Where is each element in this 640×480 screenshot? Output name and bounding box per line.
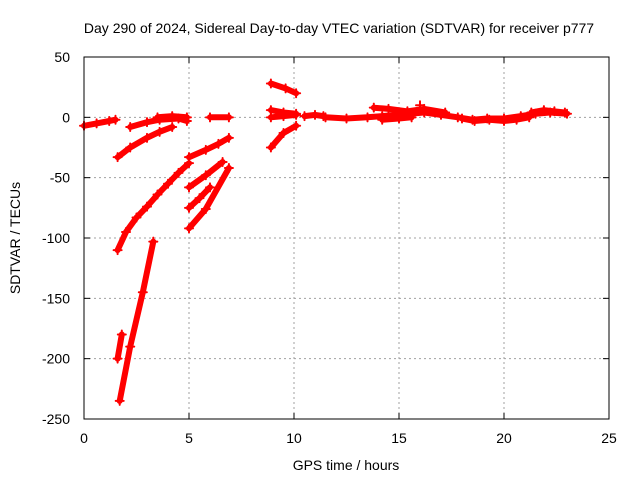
data-arc xyxy=(415,100,425,111)
data-arc xyxy=(377,112,417,125)
axis-ticks xyxy=(83,56,610,420)
data-arc xyxy=(265,78,302,99)
data-line xyxy=(116,238,157,404)
y-tick-label: -200 xyxy=(42,351,70,367)
data-arc xyxy=(265,109,302,123)
data-arc xyxy=(184,163,234,234)
x-tick-label: 5 xyxy=(185,430,193,446)
data-arc xyxy=(457,112,535,126)
data-arc xyxy=(526,105,570,118)
data-arc xyxy=(265,120,302,153)
data-line xyxy=(114,160,192,254)
data-arc xyxy=(152,111,192,123)
data-line xyxy=(186,134,232,161)
data-arc xyxy=(184,182,215,213)
y-axis-label: SDTVAR / TECUs xyxy=(7,182,23,294)
data-line xyxy=(528,107,568,116)
x-tick-label: 20 xyxy=(496,430,512,446)
y-tick-label: -250 xyxy=(42,411,70,427)
x-tick-label: 25 xyxy=(601,430,617,446)
data-arc xyxy=(184,156,228,193)
data-arc xyxy=(79,114,121,131)
data-arc xyxy=(112,121,178,163)
data-arc xyxy=(205,112,234,123)
x-axis-label: GPS time / hours xyxy=(293,457,400,473)
data-arc xyxy=(114,236,159,406)
data-series xyxy=(79,78,572,406)
y-tick-label: 0 xyxy=(62,109,70,125)
chart-title: Day 290 of 2024, Sidereal Day-to-day VTE… xyxy=(84,20,594,36)
data-arc xyxy=(112,329,127,364)
x-tick-label: 0 xyxy=(80,430,88,446)
data-arc xyxy=(112,158,194,256)
y-tick-label: -100 xyxy=(42,230,70,246)
y-tick-label: -50 xyxy=(50,170,70,186)
tick-labels: 0 5 10 15 20 25 -250 -200 -150 -100 -50 0 50 xyxy=(42,49,617,446)
y-tick-label: -150 xyxy=(42,290,70,306)
x-tick-label: 15 xyxy=(391,430,407,446)
x-tick-label: 10 xyxy=(286,430,302,446)
y-tick-label: 50 xyxy=(54,49,70,65)
data-arc xyxy=(184,132,234,163)
